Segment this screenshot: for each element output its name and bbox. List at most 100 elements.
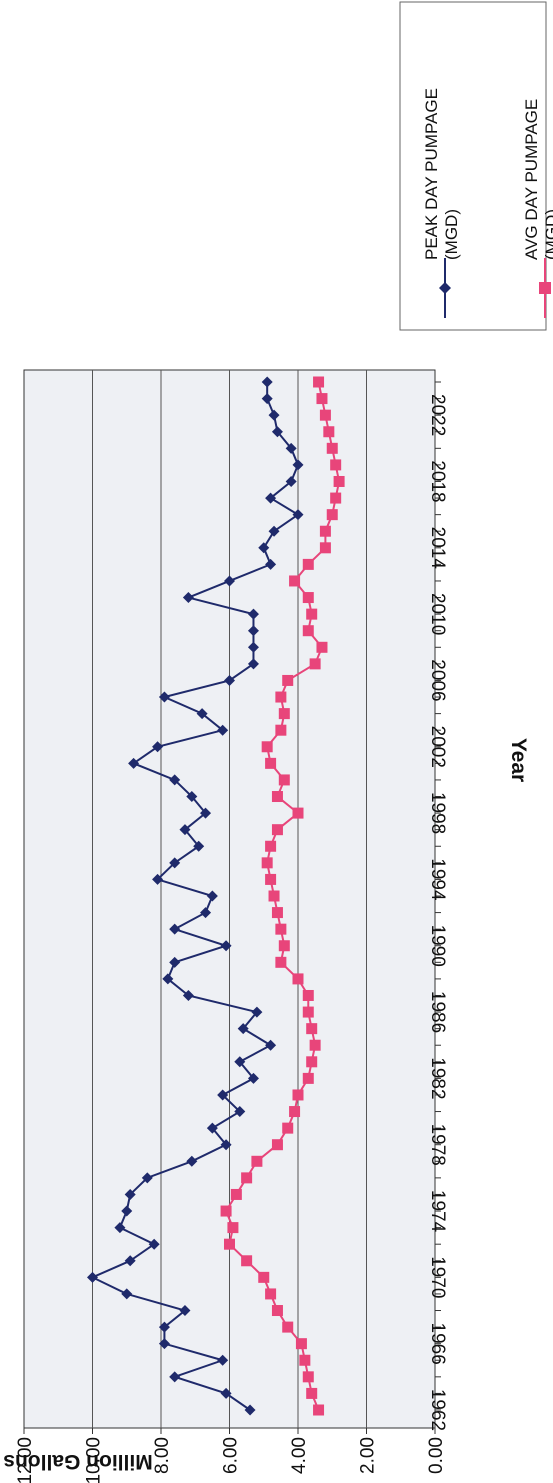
data-point — [275, 923, 287, 935]
x-tick-label: 1974 — [427, 1190, 448, 1233]
data-point — [302, 592, 314, 604]
data-point — [87, 1271, 98, 1283]
data-point — [292, 1089, 304, 1101]
data-point — [265, 840, 277, 852]
data-point — [124, 1188, 136, 1200]
data-point — [278, 940, 290, 952]
y-axis-ticks: 0.00 2.00 4.00 6.00 8.00 10.00 12.00 — [15, 1428, 447, 1483]
x-tick-label: 1982 — [427, 1057, 448, 1099]
data-point — [292, 459, 304, 471]
data-point — [217, 1354, 229, 1366]
data-point — [230, 1188, 242, 1200]
data-point — [292, 973, 304, 985]
data-point — [196, 708, 208, 720]
x-axis-ticks: 1962 1966 1970 1974 1978 1982 1986 1990 1994 1998… — [427, 381, 448, 1431]
data-point — [282, 1122, 294, 1134]
data-point — [326, 509, 338, 521]
data-point — [237, 1023, 249, 1035]
data-point — [309, 1039, 321, 1051]
y-tick-label: 6.00 — [221, 1437, 242, 1474]
data-point — [141, 1172, 153, 1184]
data-point — [299, 1354, 311, 1366]
x-tick-label: 2014 — [427, 527, 448, 570]
data-point — [319, 409, 331, 421]
data-point — [251, 1155, 263, 1167]
data-point — [278, 708, 290, 720]
data-point — [224, 674, 235, 686]
data-point — [169, 857, 181, 869]
data-point — [271, 426, 283, 438]
series-peak-day — [87, 376, 304, 1416]
data-point — [313, 1404, 325, 1416]
data-point — [182, 592, 194, 604]
data-point — [265, 873, 277, 885]
data-point — [247, 658, 259, 670]
data-point — [271, 791, 283, 803]
x-tick-label: 2006 — [427, 659, 448, 701]
y-tick-label: 10.00 — [84, 1437, 105, 1483]
y-tick-label: 12.00 — [15, 1437, 36, 1483]
legend-label-line: PEAK DAY PUMPAGE — [422, 88, 441, 260]
data-point — [251, 1006, 263, 1018]
data-point — [186, 791, 198, 803]
x-tick-label: 1990 — [427, 925, 448, 967]
data-point — [247, 608, 259, 620]
x-tick-label: 1986 — [427, 991, 448, 1033]
data-point — [179, 824, 191, 836]
data-point — [306, 1023, 318, 1035]
data-point — [319, 542, 331, 554]
x-tick-label: 1970 — [427, 1256, 448, 1298]
data-point — [220, 1139, 232, 1151]
data-point — [224, 575, 235, 587]
data-point — [265, 1288, 277, 1300]
data-point — [302, 558, 314, 570]
data-point — [247, 641, 259, 653]
data-point — [261, 376, 273, 388]
data-point — [244, 1404, 256, 1416]
y-tick-label: 8.00 — [152, 1437, 173, 1474]
y-tick-label: 2.00 — [358, 1437, 379, 1474]
data-point — [234, 1056, 246, 1068]
data-point — [220, 940, 232, 952]
data-point — [217, 1089, 229, 1101]
data-point — [330, 492, 342, 504]
data-point — [158, 1321, 170, 1333]
data-point — [271, 1139, 283, 1151]
x-tick-label: 2022 — [427, 394, 448, 436]
data-point — [271, 907, 283, 919]
data-point — [258, 542, 270, 554]
data-point — [313, 376, 325, 388]
data-point — [306, 1056, 318, 1068]
data-point — [234, 1106, 246, 1118]
data-point — [278, 774, 290, 786]
data-point — [200, 907, 212, 919]
data-point — [193, 840, 205, 852]
data-point — [169, 956, 181, 968]
data-point — [285, 475, 297, 487]
data-point — [121, 1288, 133, 1300]
data-point — [241, 1172, 253, 1184]
legend-label-line: AVG DAY PUMPAGE — [522, 99, 541, 260]
data-point — [271, 824, 283, 836]
data-point — [247, 1072, 259, 1084]
data-point — [265, 757, 277, 769]
legend-marker — [539, 282, 551, 294]
x-axis-title: Year — [507, 738, 530, 782]
data-point — [302, 989, 314, 1001]
x-tick-label: 1966 — [427, 1323, 448, 1365]
data-point — [169, 923, 181, 935]
legend-marker — [439, 282, 451, 294]
data-point — [268, 525, 280, 537]
data-point — [285, 442, 297, 454]
x-tick-label: 1962 — [427, 1389, 448, 1431]
legend-label-line: (MGD) — [442, 209, 461, 260]
data-point — [121, 1205, 133, 1217]
data-point — [289, 1106, 301, 1118]
data-point — [282, 1321, 294, 1333]
data-point — [124, 1255, 136, 1267]
data-point — [158, 1338, 170, 1350]
data-point — [302, 625, 314, 637]
data-point — [261, 857, 273, 869]
series-layer — [87, 376, 345, 1416]
